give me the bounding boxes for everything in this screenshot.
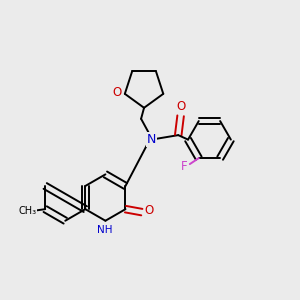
Text: N: N — [147, 133, 156, 146]
Text: O: O — [145, 204, 154, 217]
Text: F: F — [181, 160, 188, 173]
Text: O: O — [112, 86, 121, 99]
Text: NH: NH — [97, 225, 112, 235]
Text: CH₃: CH₃ — [18, 206, 36, 216]
Text: O: O — [176, 100, 185, 113]
